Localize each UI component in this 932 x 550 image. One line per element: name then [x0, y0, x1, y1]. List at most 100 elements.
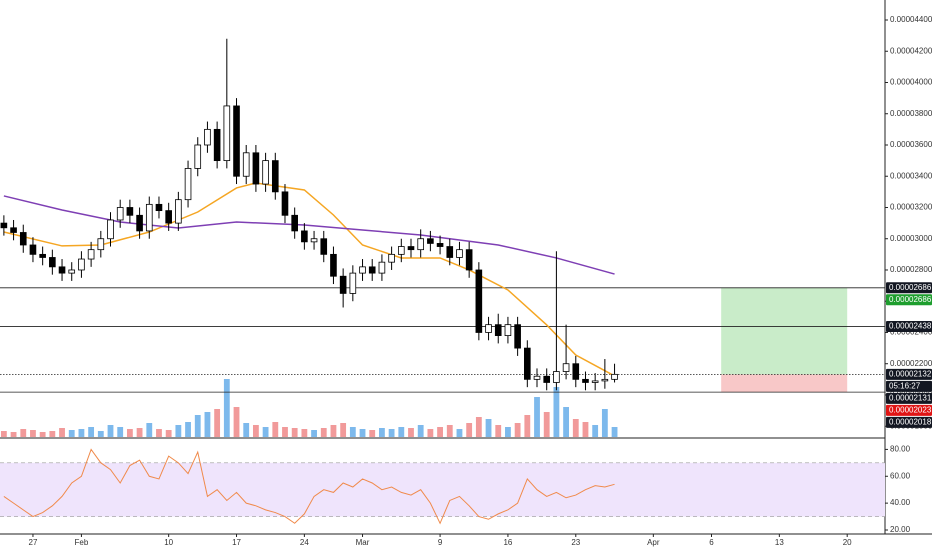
volume-bar: [330, 425, 337, 437]
volume-bar: [49, 431, 56, 437]
volume-bar: [126, 429, 133, 437]
candle-body: [165, 210, 172, 224]
volume-bar: [349, 427, 356, 437]
volume-bar: [30, 430, 36, 437]
candle-body: [359, 266, 366, 274]
candle-body: [310, 238, 318, 243]
volume-bar: [39, 432, 46, 437]
volume-bar: [427, 429, 434, 437]
candle-body: [330, 253, 337, 277]
candle-body: [0, 222, 8, 229]
price-tag-label: 0.00002023: [889, 405, 932, 414]
x-tick-label: Mar: [356, 538, 370, 547]
x-tick-label: 6: [709, 538, 714, 547]
volume-bar: [553, 387, 560, 437]
candle-body: [591, 380, 599, 383]
candle-body: [49, 257, 56, 268]
candle-body: [291, 214, 298, 232]
price-tag: [886, 416, 932, 428]
volume-bar: [592, 425, 599, 437]
volume-bar: [243, 423, 250, 437]
candle-body: [368, 266, 376, 274]
volume-bar: [146, 423, 153, 437]
volume-bar: [505, 427, 511, 437]
volume-bar: [204, 412, 211, 437]
candle-body: [301, 230, 308, 243]
candle-body: [397, 246, 405, 255]
volume-bar: [320, 428, 327, 437]
volume-bar: [282, 427, 288, 437]
x-tick-label: 9: [438, 538, 443, 547]
price-tag: [886, 380, 932, 392]
price-tag: [886, 368, 932, 380]
candle-body: [494, 324, 502, 337]
volume-bar: [601, 409, 608, 437]
volume-bar: [340, 423, 347, 437]
volume-bar: [252, 425, 259, 437]
candle-body: [116, 207, 124, 221]
candle-body: [456, 249, 463, 258]
volume-bar: [194, 415, 201, 437]
x-tick-label: Apr: [647, 538, 660, 547]
candle-body: [349, 272, 357, 294]
candle-body: [320, 238, 328, 255]
candle-body: [145, 203, 153, 232]
volume-bar: [78, 429, 85, 437]
x-tick-label: 20: [843, 538, 852, 547]
volume-bar: [514, 423, 521, 437]
candle-body: [78, 258, 85, 271]
y-tick-label: 0.00003200: [890, 203, 932, 212]
y-tick-label: 0.00002800: [890, 265, 932, 274]
candle-body: [58, 266, 66, 274]
volume-bar: [369, 430, 376, 437]
y-tick-label: 0.00003600: [890, 140, 932, 149]
candle-body: [281, 191, 289, 216]
candle-body: [175, 199, 182, 224]
candle-body: [388, 253, 395, 263]
volume-bar: [495, 425, 502, 437]
candle-body: [184, 168, 192, 201]
volume-bar: [291, 428, 298, 437]
price-tag: [886, 321, 932, 333]
x-tick-label: 24: [300, 538, 309, 547]
volume-bar: [485, 419, 492, 437]
volume-bar: [175, 425, 182, 437]
rsi-line: [3, 448, 615, 525]
volume-bar: [563, 407, 569, 437]
candle-body: [126, 207, 134, 216]
volume-bar: [301, 429, 308, 437]
volume-bar: [97, 431, 104, 437]
volume-bar: [68, 430, 75, 437]
candle-body: [407, 246, 415, 251]
candle-body: [29, 244, 37, 255]
price-tag-label: 0.00002438: [889, 322, 932, 331]
volume-bar: [88, 427, 95, 437]
candle-body: [204, 128, 211, 146]
volume-bar: [524, 415, 531, 437]
x-tick-label: Feb: [75, 538, 89, 547]
candle-body: [87, 249, 95, 260]
moving-average: [3, 195, 615, 275]
x-tick-label: 23: [571, 538, 580, 547]
candle-body: [339, 275, 347, 294]
price-tag: [886, 404, 932, 416]
rsi-band: [0, 462, 885, 517]
x-tick-label: 10: [164, 538, 173, 547]
candle-body: [475, 269, 483, 333]
y-tick-label: 0.00003800: [890, 109, 932, 118]
candle-body: [194, 144, 202, 169]
candle-body: [514, 324, 521, 349]
price-tag-label: 0.00002132: [889, 369, 932, 378]
candle-body: [97, 238, 105, 251]
candle-body: [271, 160, 279, 193]
volume-bar: [582, 422, 589, 437]
volume-bar: [611, 427, 618, 437]
profit-zone: [721, 287, 848, 375]
volume-bar: [59, 428, 65, 437]
price-tag: [886, 392, 932, 404]
volume-bar: [156, 429, 162, 437]
volume-bar: [408, 428, 414, 437]
candle-body: [533, 375, 541, 380]
candle-body: [611, 373, 618, 380]
